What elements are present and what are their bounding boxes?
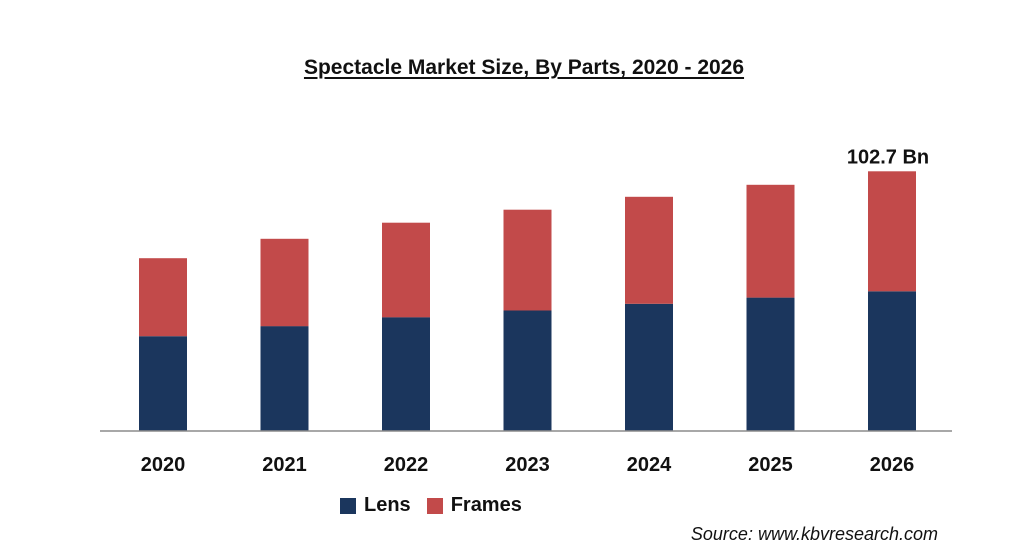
bar-frames-2025 <box>746 184 795 298</box>
bar-lens-2020 <box>139 336 187 431</box>
bar-frames-2022 <box>382 222 430 318</box>
legend-swatch-lens <box>340 497 356 514</box>
bars-layer <box>139 171 916 431</box>
bar-frames-2021 <box>260 238 309 327</box>
legend-swatch-frames <box>426 497 443 514</box>
source-note: Source: www.kbvresearch.com <box>690 524 938 544</box>
bar-lens-2022 <box>382 317 430 431</box>
bar-frames-2023 <box>503 209 552 311</box>
bar-lens-2025 <box>746 297 795 431</box>
bar-frames-2026 <box>868 171 916 292</box>
x-tick-label-2020: 2020 <box>141 454 186 476</box>
bar-lens-2026 <box>868 291 916 431</box>
bar-lens-2023 <box>503 310 552 431</box>
x-tick-label-2022: 2022 <box>384 454 429 476</box>
chart-title: Spectacle Market Size, By Parts, 2020 - … <box>303 56 745 79</box>
x-tick-label-2023: 2023 <box>505 454 550 476</box>
data-label-total-2026: 102.7 Bn <box>847 146 929 168</box>
legend-item-lens: Lens <box>340 494 411 517</box>
legend-item-frames: Frames <box>426 494 522 517</box>
x-tick-label-2026: 2026 <box>870 454 915 476</box>
legend-label-lens: Lens <box>364 494 411 516</box>
bar-frames-2024 <box>625 196 673 304</box>
bar-frames-2020 <box>139 258 187 337</box>
bar-lens-2021 <box>260 326 309 431</box>
labels-layer: 2020 2021 2022 2023 2024 2025 2026 102.7 Bn <box>141 146 929 476</box>
x-tick-label-2025: 2025 <box>748 454 793 476</box>
stacked-bar-chart: 2020 2021 2022 2023 2024 2025 2026 102.7 Bn <box>100 146 952 476</box>
legend: Lens Frames <box>340 494 538 517</box>
legend-label-frames: Frames <box>450 494 522 516</box>
x-tick-label-2021: 2021 <box>262 454 307 476</box>
bar-lens-2024 <box>625 303 673 431</box>
x-tick-label-2024: 2024 <box>627 454 672 476</box>
